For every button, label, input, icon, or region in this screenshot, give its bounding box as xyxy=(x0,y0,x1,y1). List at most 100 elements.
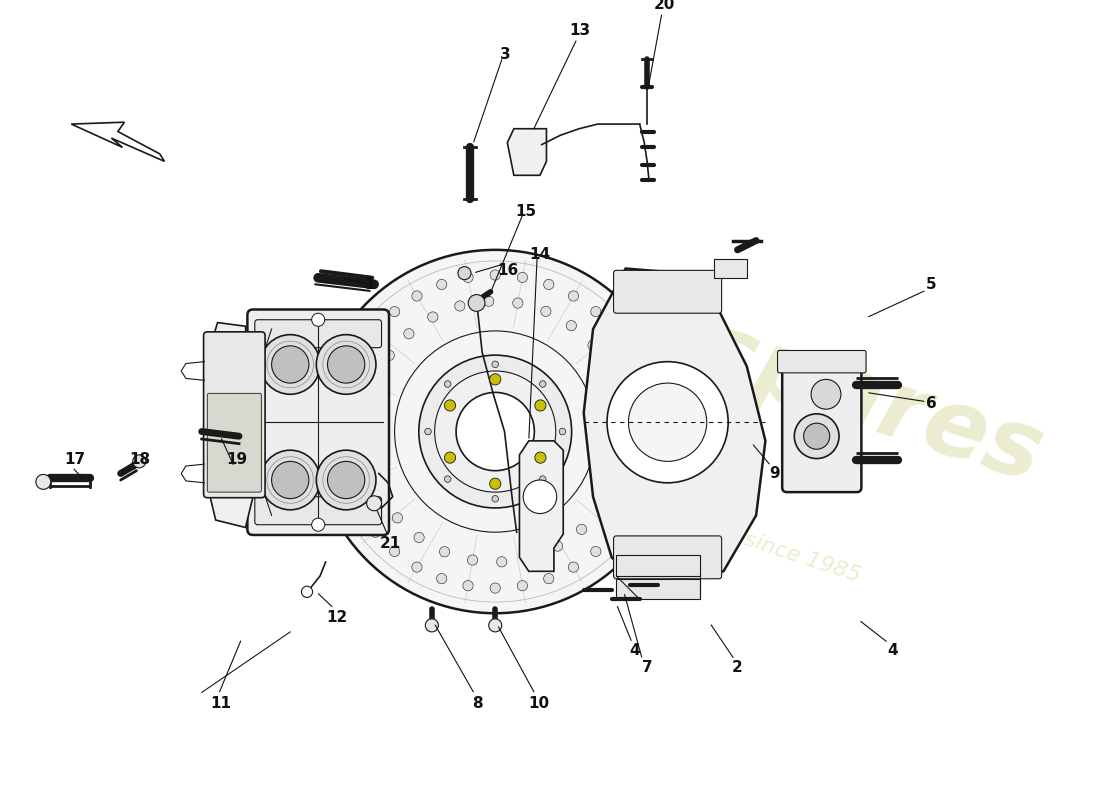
Text: 2: 2 xyxy=(733,660,742,674)
Circle shape xyxy=(610,326,620,336)
Circle shape xyxy=(362,404,372,414)
Circle shape xyxy=(524,480,557,514)
Circle shape xyxy=(576,524,586,534)
Circle shape xyxy=(804,423,829,450)
Circle shape xyxy=(454,301,465,311)
Circle shape xyxy=(437,279,447,290)
Circle shape xyxy=(389,306,399,317)
Text: 17: 17 xyxy=(65,452,86,467)
Circle shape xyxy=(637,373,648,383)
Circle shape xyxy=(444,400,455,411)
Circle shape xyxy=(301,586,312,598)
Circle shape xyxy=(491,583,501,594)
Polygon shape xyxy=(519,441,563,571)
Circle shape xyxy=(371,326,381,336)
FancyBboxPatch shape xyxy=(614,270,722,314)
Circle shape xyxy=(539,381,546,387)
Polygon shape xyxy=(507,129,547,175)
Circle shape xyxy=(492,361,498,367)
Circle shape xyxy=(618,449,629,459)
Circle shape xyxy=(370,376,381,386)
Text: 16: 16 xyxy=(497,263,519,278)
Circle shape xyxy=(463,272,473,282)
Polygon shape xyxy=(714,259,747,278)
FancyBboxPatch shape xyxy=(778,350,866,373)
Circle shape xyxy=(364,462,375,472)
Circle shape xyxy=(336,454,346,464)
Polygon shape xyxy=(210,322,253,527)
Circle shape xyxy=(133,455,146,468)
Circle shape xyxy=(496,557,507,567)
Circle shape xyxy=(328,346,365,383)
Text: 13: 13 xyxy=(570,23,591,38)
Circle shape xyxy=(211,402,252,442)
Circle shape xyxy=(616,391,626,402)
Circle shape xyxy=(393,513,403,523)
Circle shape xyxy=(566,321,576,330)
Circle shape xyxy=(626,348,636,358)
Circle shape xyxy=(425,428,431,435)
Text: 12: 12 xyxy=(327,610,348,626)
FancyBboxPatch shape xyxy=(614,536,722,578)
Circle shape xyxy=(811,379,840,409)
Circle shape xyxy=(543,279,554,290)
Circle shape xyxy=(333,426,344,437)
Circle shape xyxy=(444,476,451,482)
Circle shape xyxy=(552,541,563,551)
Text: 4: 4 xyxy=(629,643,640,658)
Text: 15: 15 xyxy=(516,204,537,219)
Circle shape xyxy=(426,619,439,632)
Circle shape xyxy=(491,270,501,280)
Circle shape xyxy=(336,399,346,410)
Polygon shape xyxy=(584,269,766,586)
Circle shape xyxy=(395,331,596,532)
Circle shape xyxy=(428,312,438,322)
Text: 10: 10 xyxy=(528,696,550,711)
Circle shape xyxy=(414,532,425,542)
Text: 9: 9 xyxy=(769,466,780,481)
Circle shape xyxy=(343,373,353,383)
Circle shape xyxy=(535,400,546,411)
Circle shape xyxy=(354,505,365,515)
Circle shape xyxy=(569,562,579,572)
Circle shape xyxy=(314,250,676,614)
Text: 1: 1 xyxy=(364,277,375,292)
Text: 20: 20 xyxy=(654,0,675,12)
Circle shape xyxy=(645,399,654,410)
Circle shape xyxy=(366,496,382,510)
Text: 11: 11 xyxy=(211,696,232,711)
Circle shape xyxy=(261,450,320,510)
Circle shape xyxy=(411,562,422,572)
Circle shape xyxy=(626,505,636,515)
Circle shape xyxy=(645,454,654,464)
Text: 18: 18 xyxy=(130,452,151,467)
Circle shape xyxy=(488,619,502,632)
Circle shape xyxy=(526,552,536,562)
Circle shape xyxy=(360,433,370,443)
Text: 21: 21 xyxy=(381,536,402,551)
Circle shape xyxy=(517,272,528,282)
FancyBboxPatch shape xyxy=(782,352,861,492)
Circle shape xyxy=(490,374,500,385)
Circle shape xyxy=(439,546,450,557)
Circle shape xyxy=(591,306,601,317)
Circle shape xyxy=(444,452,455,463)
Circle shape xyxy=(637,480,648,490)
Circle shape xyxy=(272,462,309,498)
Circle shape xyxy=(569,291,579,301)
Circle shape xyxy=(354,348,365,358)
Circle shape xyxy=(317,334,376,394)
Text: 8: 8 xyxy=(472,696,483,711)
Circle shape xyxy=(456,393,535,470)
Circle shape xyxy=(535,452,546,463)
Text: 19: 19 xyxy=(227,452,248,467)
Circle shape xyxy=(36,474,51,490)
Circle shape xyxy=(444,381,451,387)
Circle shape xyxy=(419,355,572,508)
Text: eurospares: eurospares xyxy=(458,230,1055,502)
Circle shape xyxy=(434,371,556,492)
Circle shape xyxy=(484,296,494,306)
Circle shape xyxy=(469,294,485,311)
FancyBboxPatch shape xyxy=(255,497,382,525)
Circle shape xyxy=(261,334,320,394)
